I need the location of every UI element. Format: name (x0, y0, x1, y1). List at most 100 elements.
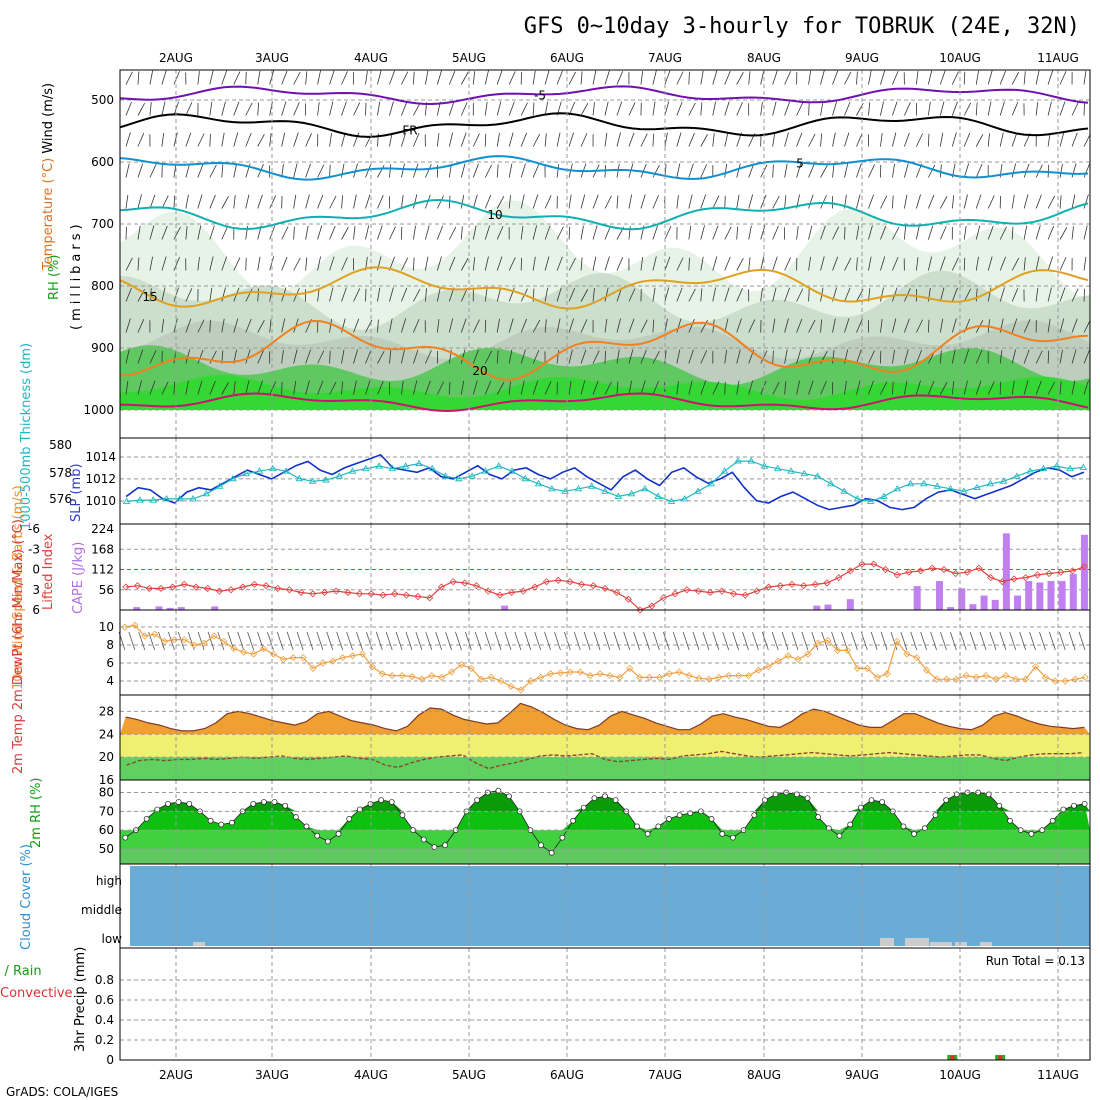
wind-barb (808, 194, 814, 209)
wind-barb (1047, 381, 1055, 395)
thickness-point (508, 467, 516, 474)
wind-barb (556, 164, 560, 178)
wind-barb (448, 70, 456, 85)
wind-barb (257, 319, 265, 333)
wind-barb (724, 70, 731, 85)
wind-barb (353, 194, 357, 209)
wind-barb (868, 350, 875, 364)
rh-point (1007, 817, 1013, 824)
wind-barb (724, 226, 732, 240)
wind-barb-10m (474, 631, 482, 651)
wind-speed-point (675, 668, 683, 676)
wind-barb (832, 226, 840, 240)
lifted-index-point (589, 582, 597, 590)
rh-point (985, 791, 992, 798)
wind-barb (975, 133, 984, 147)
wind-barb (329, 256, 335, 271)
lifted-index-point (449, 578, 457, 586)
wind-barb (436, 133, 440, 147)
wind-barb (580, 225, 584, 240)
wind-barb (197, 163, 204, 178)
wind-barb (1035, 225, 1041, 240)
wind-barb (508, 195, 511, 209)
wind-barb (413, 380, 418, 395)
lifted-index-point (402, 591, 410, 599)
lifted-index-point (239, 583, 247, 591)
wind-barb-10m (1078, 631, 1086, 651)
wind-barb (293, 380, 297, 395)
wind-speed-point (1061, 677, 1069, 685)
thickness-point (295, 474, 304, 482)
wind-barb (987, 70, 993, 85)
thickness-point (840, 487, 848, 494)
wind-barb (951, 381, 955, 395)
wind-barb (1035, 350, 1043, 364)
lifted-index-point (192, 583, 200, 591)
legend-rh-text: RH (%) (47, 255, 62, 300)
wind-barb (1035, 256, 1040, 271)
wind-barb (281, 101, 287, 116)
wind-barb (1071, 349, 1077, 364)
cape-bar (1058, 581, 1066, 610)
wind-barb (712, 256, 718, 271)
cloud-low-bar (980, 942, 992, 946)
wind-barb (1071, 226, 1074, 240)
wind-barb (257, 380, 263, 395)
cape-bar (1025, 581, 1033, 610)
wind-barb (604, 70, 610, 85)
lifted-index-point (706, 588, 714, 597)
wind-barb (329, 164, 331, 178)
wind-barb (532, 163, 540, 178)
wind-barb (832, 256, 839, 271)
wind-barb (221, 256, 228, 271)
wind-speed-point (794, 655, 802, 663)
wind-barb (999, 349, 1003, 364)
wind-barb (532, 380, 539, 395)
lifted-index-point (274, 584, 282, 592)
wind-barb (736, 318, 742, 333)
wind-barb (951, 132, 957, 147)
wind-barb (221, 196, 229, 209)
wind-barb-10m (841, 631, 848, 651)
wind-barb (975, 194, 982, 209)
wind-barb (987, 195, 995, 209)
pressure-tick-label: 700 (91, 217, 114, 231)
wind-speed-point (715, 673, 723, 681)
li-tick-label: -6 (28, 522, 40, 536)
wind-speed-point (952, 675, 960, 683)
wind-barb (748, 257, 751, 271)
cape-bar (211, 606, 219, 610)
wind-barb (508, 257, 516, 271)
wind-barb (401, 257, 409, 271)
wind-speed-point (616, 673, 624, 681)
wind-barb (724, 349, 728, 364)
wind-barb (951, 257, 959, 271)
wind-barb (1083, 70, 1087, 85)
wind-barb-10m (603, 631, 611, 651)
wind-barb (544, 133, 547, 147)
wind-barb (1059, 257, 1067, 271)
cape-tick-label: 112 (91, 563, 114, 577)
lifted-index-point (1033, 571, 1041, 579)
lifted-index-point (998, 578, 1006, 586)
wind-barb-10m (1068, 631, 1076, 651)
wind-barb (664, 226, 672, 240)
lifted-index-point (157, 584, 165, 592)
wind-barb (700, 256, 704, 271)
wind-barb (544, 225, 551, 240)
wind-barb (903, 380, 908, 395)
wind-barb (197, 133, 205, 147)
rh-tick-label: 70 (99, 804, 114, 818)
wind-barb (628, 318, 635, 333)
wind-barb (448, 132, 454, 147)
wind-barb (472, 349, 479, 364)
wind-barb (125, 163, 130, 178)
wind-barb (676, 287, 683, 302)
wind-barb (832, 101, 837, 116)
wind-barb (377, 164, 385, 178)
wind-barb (484, 194, 492, 209)
contour-label: 20 (472, 364, 487, 378)
wind-barb (796, 226, 799, 240)
wind-speed-point (1022, 675, 1030, 683)
wind-barb (963, 257, 966, 271)
